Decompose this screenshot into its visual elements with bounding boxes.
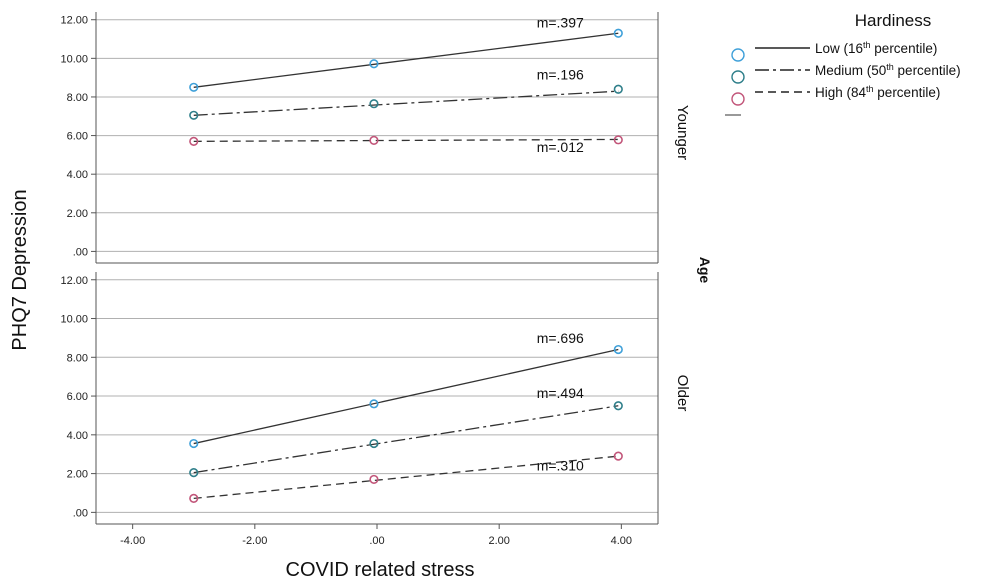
x-tick-label: -4.00 (120, 535, 145, 547)
slope-label: m=.696 (537, 330, 584, 346)
slope-label: m=.012 (537, 139, 584, 155)
legend-label: High (84th percentile) (815, 84, 940, 100)
panel-label: Older (674, 375, 691, 412)
legend-marker (731, 70, 745, 84)
x-tick-label: 4.00 (611, 535, 632, 547)
y-axis-title: PHQ7 Depression (9, 189, 31, 350)
y-tick-label: 6.00 (67, 131, 88, 143)
data-point (189, 438, 199, 449)
y-tick-label: 2.00 (67, 208, 88, 220)
y-tick-label: 6.00 (67, 391, 88, 403)
data-point (369, 99, 379, 109)
data-point (613, 344, 623, 355)
data-point (189, 493, 199, 504)
data-point (369, 474, 379, 485)
y-tick-label: 12.00 (60, 15, 88, 27)
fit-line (193, 138, 619, 143)
y-tick-label: 4.00 (67, 430, 88, 442)
y-tick-label: 10.00 (60, 53, 88, 65)
facet-title: Age (697, 257, 713, 284)
data-point (369, 399, 379, 409)
slope-label: m=.196 (537, 67, 584, 83)
data-point (613, 451, 623, 461)
x-tick-label: 2.00 (488, 535, 509, 547)
fit-line (193, 90, 619, 116)
data-point (369, 438, 379, 449)
panel-label: Younger (674, 105, 691, 160)
y-tick-label: 12.00 (60, 275, 88, 287)
data-point (369, 135, 379, 145)
data-point (369, 59, 379, 69)
y-tick-label: 10.00 (60, 314, 88, 326)
panels-layer: .00 2.00 4.00 6.00 8.00 10.00 12.00 Younger m=.3… (60, 12, 691, 525)
y-tick-label: 4.00 (67, 169, 88, 181)
fit-line (193, 32, 619, 88)
panel-younger: .00 2.00 4.00 6.00 8.00 10.00 12.00 Younger m=.3… (60, 12, 691, 264)
y-tick-label: 8.00 (67, 92, 88, 104)
slope-label: m=.310 (537, 458, 584, 474)
x-tick-label: -2.00 (242, 535, 267, 547)
legend: Hardiness Low (16th percentile) Medium (50… (725, 11, 961, 116)
legend-label: Medium (50th percentile) (815, 62, 961, 78)
axis-layer: -4.00 -2.00 .00 2.00 4.00 COVID related stres… (9, 189, 713, 581)
data-point (189, 110, 199, 120)
fit-line (193, 405, 619, 474)
data-point (613, 84, 623, 94)
x-axis-title: COVID related stress (286, 559, 475, 581)
panel-older: .00 2.00 4.00 6.00 8.00 10.00 12.00 Older m=.696… (60, 272, 691, 525)
legend-title: Hardiness (855, 11, 932, 30)
legend-marker (731, 48, 745, 62)
legend-label: Low (16th percentile) (815, 40, 937, 56)
y-tick-label: .00 (73, 246, 88, 258)
data-point (613, 401, 623, 411)
slope-label: m=.397 (537, 14, 584, 30)
fit-line (193, 455, 619, 500)
data-point (189, 82, 199, 92)
y-tick-label: .00 (73, 507, 88, 519)
y-tick-label: 2.00 (67, 469, 88, 481)
legend-marker (731, 92, 745, 106)
data-point (189, 468, 199, 478)
data-point (613, 28, 623, 38)
x-tick-label: .00 (369, 535, 384, 547)
fit-line (193, 348, 619, 445)
y-tick-label: 8.00 (67, 352, 88, 364)
data-point (613, 135, 623, 145)
slope-label: m=.494 (537, 385, 584, 401)
data-point (189, 136, 199, 146)
